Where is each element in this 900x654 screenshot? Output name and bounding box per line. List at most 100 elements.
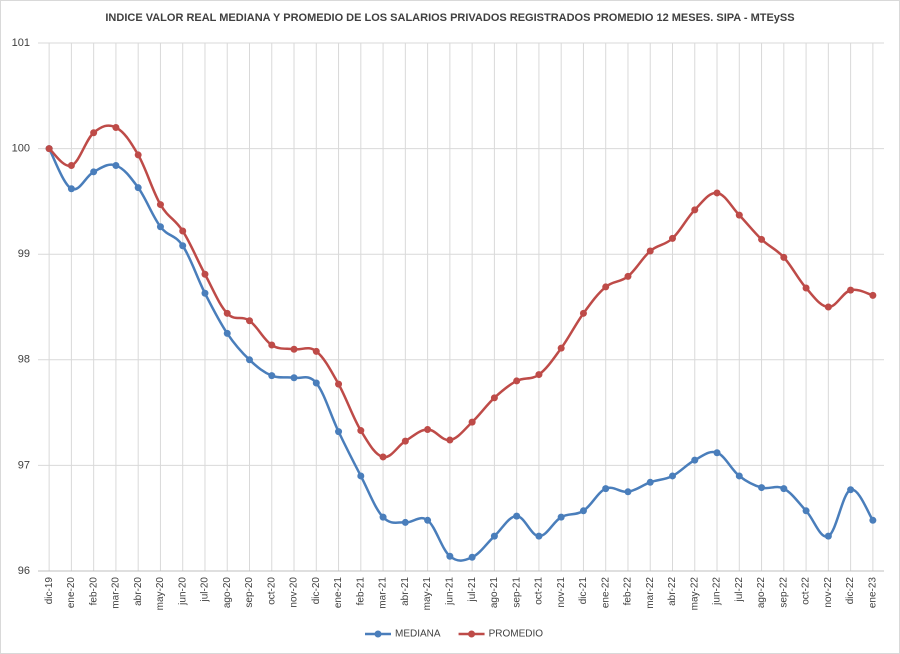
- x-tick-label: sep-20: [244, 577, 255, 608]
- point: [802, 284, 810, 292]
- x-tick-label: ago-20: [222, 577, 233, 609]
- point: [401, 518, 409, 526]
- point: [557, 513, 565, 521]
- point: [646, 478, 654, 486]
- legend-marker: [374, 630, 382, 638]
- x-tick-label: sep-22: [778, 577, 789, 608]
- legend-marker: [468, 630, 476, 638]
- x-tick-label: may-20: [155, 577, 166, 611]
- y-tick-label: 98: [18, 354, 30, 366]
- point: [223, 309, 231, 317]
- point: [112, 161, 120, 169]
- x-tick-label: ene-21: [333, 577, 344, 609]
- x-tick-label: ago-22: [756, 577, 767, 609]
- point: [67, 161, 75, 169]
- x-tick-label: jun-20: [177, 577, 188, 606]
- y-tick-label: 101: [12, 37, 30, 49]
- point: [824, 303, 832, 311]
- x-tick-label: nov-21: [556, 577, 567, 608]
- x-tick-label: dic-20: [311, 577, 322, 605]
- x-tick-label: ene-22: [600, 577, 611, 609]
- point: [446, 436, 454, 444]
- point: [713, 189, 721, 197]
- point: [290, 345, 298, 353]
- point: [535, 371, 543, 379]
- point: [268, 341, 276, 349]
- point: [201, 270, 209, 278]
- point: [379, 513, 387, 521]
- point: [602, 283, 610, 291]
- point: [847, 286, 855, 294]
- point: [156, 223, 164, 231]
- point: [90, 168, 98, 176]
- x-tick-label: mar-20: [111, 577, 122, 609]
- x-tick-label: ago-21: [489, 577, 500, 609]
- point: [579, 507, 587, 515]
- point: [713, 449, 721, 457]
- x-tick-label: oct-22: [801, 577, 812, 605]
- point: [758, 235, 766, 243]
- x-tick-label: ene-20: [66, 577, 77, 609]
- y-tick-label: 99: [18, 248, 30, 260]
- point: [513, 512, 521, 520]
- x-tick-label: feb-21: [355, 577, 366, 606]
- point: [869, 291, 877, 299]
- point: [468, 553, 476, 561]
- y-tick-label: 100: [12, 143, 30, 155]
- point: [446, 552, 454, 560]
- point: [557, 344, 565, 352]
- point: [691, 456, 699, 464]
- y-tick-label: 96: [18, 565, 30, 577]
- point: [579, 309, 587, 317]
- point: [780, 485, 788, 493]
- point: [824, 532, 832, 540]
- point: [424, 425, 432, 433]
- point: [669, 234, 676, 242]
- point: [735, 472, 743, 480]
- point: [669, 472, 676, 480]
- point: [758, 484, 766, 492]
- x-tick-label: oct-20: [266, 577, 277, 605]
- point: [735, 211, 743, 219]
- chart-title: INDICE VALOR REAL MEDIANA Y PROMEDIO DE …: [105, 12, 794, 24]
- x-tick-label: abr-20: [133, 577, 144, 606]
- point: [602, 485, 610, 493]
- point: [67, 185, 75, 193]
- point: [312, 379, 320, 387]
- legend-label: MEDIANA: [395, 629, 441, 640]
- point: [223, 329, 231, 337]
- x-tick-label: abr-22: [667, 577, 678, 606]
- point: [869, 516, 877, 524]
- x-tick-label: jul-20: [200, 577, 211, 603]
- point: [535, 532, 543, 540]
- x-tick-label: feb-22: [623, 577, 634, 606]
- point: [624, 488, 632, 496]
- point: [45, 145, 53, 153]
- x-tick-label: nov-20: [289, 577, 300, 608]
- x-tick-label: jul-21: [467, 577, 478, 603]
- point: [802, 507, 810, 515]
- point: [357, 427, 365, 435]
- point: [646, 247, 654, 255]
- point: [335, 380, 343, 388]
- point: [513, 377, 521, 385]
- point: [335, 428, 343, 436]
- y-tick-label: 97: [18, 459, 30, 471]
- point: [268, 372, 276, 380]
- x-tick-label: dic-21: [578, 577, 589, 605]
- point: [201, 289, 209, 297]
- x-tick-label: mar-21: [378, 577, 389, 609]
- x-tick-label: may-22: [689, 577, 700, 611]
- x-tick-label: nov-22: [823, 577, 834, 608]
- point: [246, 317, 253, 325]
- plot: [45, 123, 877, 562]
- point: [179, 242, 187, 250]
- x-tick-label: feb-20: [88, 577, 99, 606]
- point: [379, 453, 387, 461]
- point: [847, 486, 855, 494]
- point: [490, 532, 498, 540]
- point: [691, 206, 699, 214]
- point: [90, 129, 98, 137]
- point: [401, 437, 409, 445]
- x-tick-label: oct-21: [534, 577, 545, 605]
